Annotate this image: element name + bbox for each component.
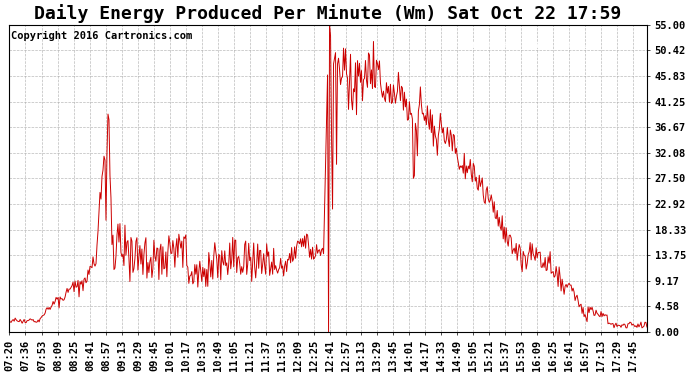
Title: Daily Energy Produced Per Minute (Wm) Sat Oct 22 17:59: Daily Energy Produced Per Minute (Wm) Sa… [34,4,622,23]
Text: Copyright 2016 Cartronics.com: Copyright 2016 Cartronics.com [11,31,193,41]
